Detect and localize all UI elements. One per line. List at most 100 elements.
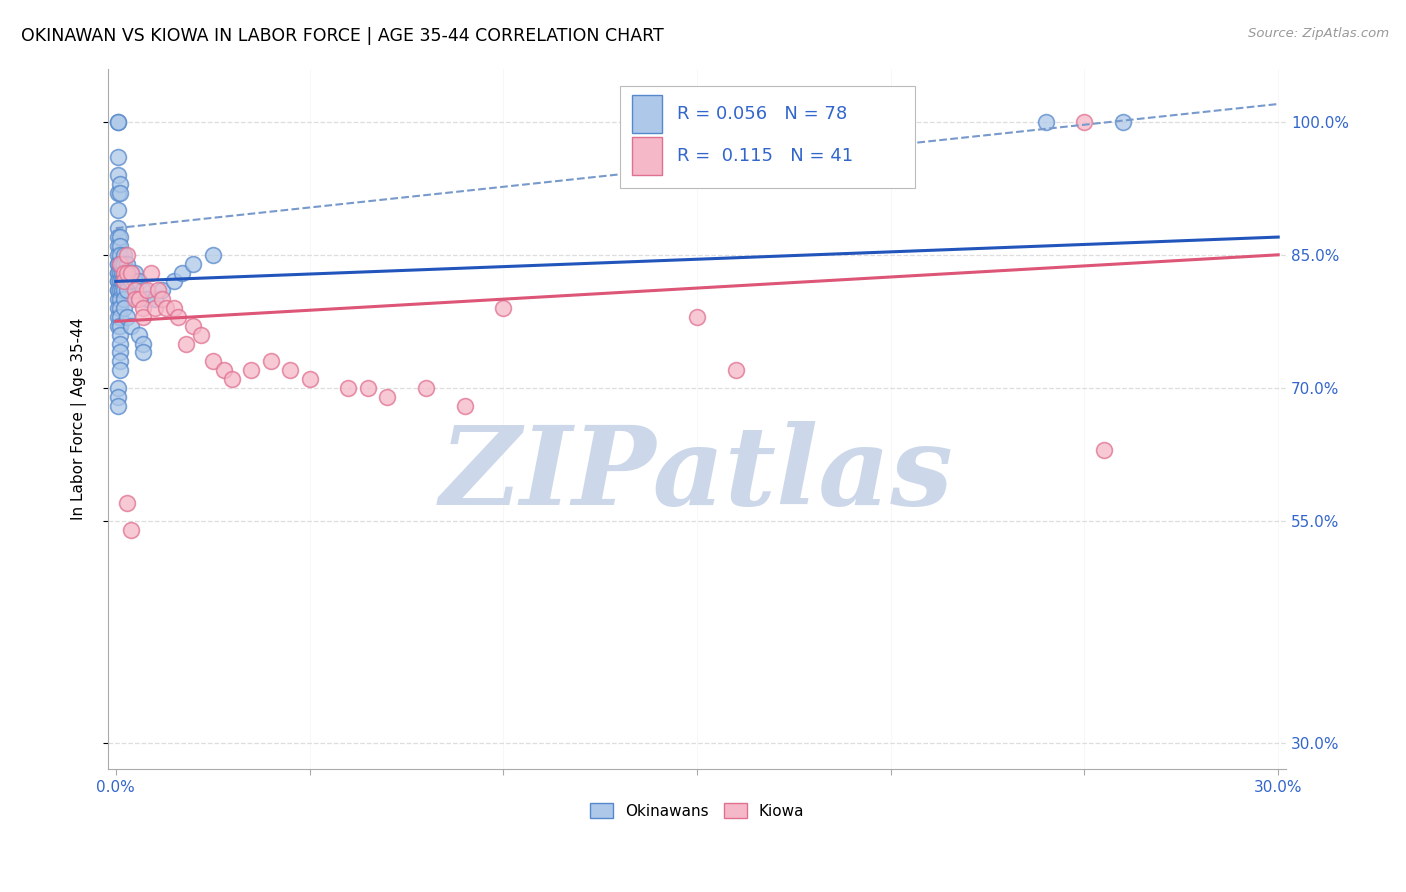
Point [190,327,212,342]
Point [148,283,170,297]
Point [117,283,139,297]
Point [112,274,135,288]
Point [107,283,129,297]
Point [120,318,142,333]
Point [111,266,134,280]
Point [108,327,131,342]
Point [139,266,162,280]
Point [107,150,129,164]
Point [112,301,135,315]
Point [108,283,131,297]
Point [107,283,129,297]
Point [724,363,747,377]
Point [117,266,139,280]
Text: Source: ZipAtlas.com: Source: ZipAtlas.com [1249,27,1389,40]
Point [492,301,515,315]
Point [415,381,437,395]
Point [117,310,139,324]
Point [120,266,142,280]
Point [166,310,188,324]
FancyBboxPatch shape [633,95,662,133]
Point [150,283,173,297]
Point [1112,114,1135,128]
Point [155,301,177,315]
Point [117,496,139,510]
Point [132,345,155,359]
Point [107,230,129,244]
Point [107,310,129,324]
Point [108,230,131,244]
Point [107,114,129,128]
Y-axis label: In Labor Force | Age 35-44: In Labor Force | Age 35-44 [72,318,87,520]
Point [112,283,135,297]
Point [107,168,129,182]
Point [108,345,131,359]
Point [107,266,129,280]
Point [124,292,146,306]
Point [357,381,380,395]
Point [107,221,129,235]
Point [260,354,283,368]
Point [120,523,142,537]
Point [108,354,131,368]
Point [107,390,129,404]
Point [163,274,186,288]
Point [453,399,475,413]
Point [150,292,173,306]
Point [174,336,197,351]
Point [117,266,139,280]
Point [124,274,146,288]
Point [107,257,129,271]
Point [163,301,186,315]
Point [107,301,129,315]
Point [107,274,129,288]
Point [132,310,155,324]
Point [107,257,129,271]
Point [1092,442,1115,457]
Point [375,390,398,404]
Point [201,354,224,368]
Point [120,266,142,280]
Point [107,248,129,262]
Point [117,274,139,288]
Point [108,248,131,262]
Point [108,292,131,306]
Point [214,363,236,377]
FancyBboxPatch shape [633,136,662,176]
Point [135,292,157,306]
Point [240,363,263,377]
Point [128,292,150,306]
Point [112,257,135,271]
Point [112,274,135,288]
Point [112,266,135,280]
Point [120,274,142,288]
Point [128,327,150,342]
Point [107,186,129,200]
Point [1073,114,1095,128]
Point [298,372,321,386]
Point [108,177,131,191]
Point [108,310,131,324]
Point [112,248,135,262]
Point [686,310,709,324]
Point [117,257,139,271]
Point [108,239,131,253]
Point [108,266,131,280]
Point [112,266,135,280]
Point [107,318,129,333]
Point [107,239,129,253]
Point [108,274,131,288]
Point [143,292,166,306]
Text: ZIPatlas: ZIPatlas [440,421,953,529]
Point [111,274,134,288]
Point [108,336,131,351]
Point [107,381,129,395]
Point [108,257,131,271]
Point [1035,114,1057,128]
Text: R =  0.115   N = 41: R = 0.115 N = 41 [678,147,853,165]
Point [108,363,131,377]
Point [108,318,131,333]
Point [107,399,129,413]
Point [124,266,146,280]
Point [107,203,129,218]
